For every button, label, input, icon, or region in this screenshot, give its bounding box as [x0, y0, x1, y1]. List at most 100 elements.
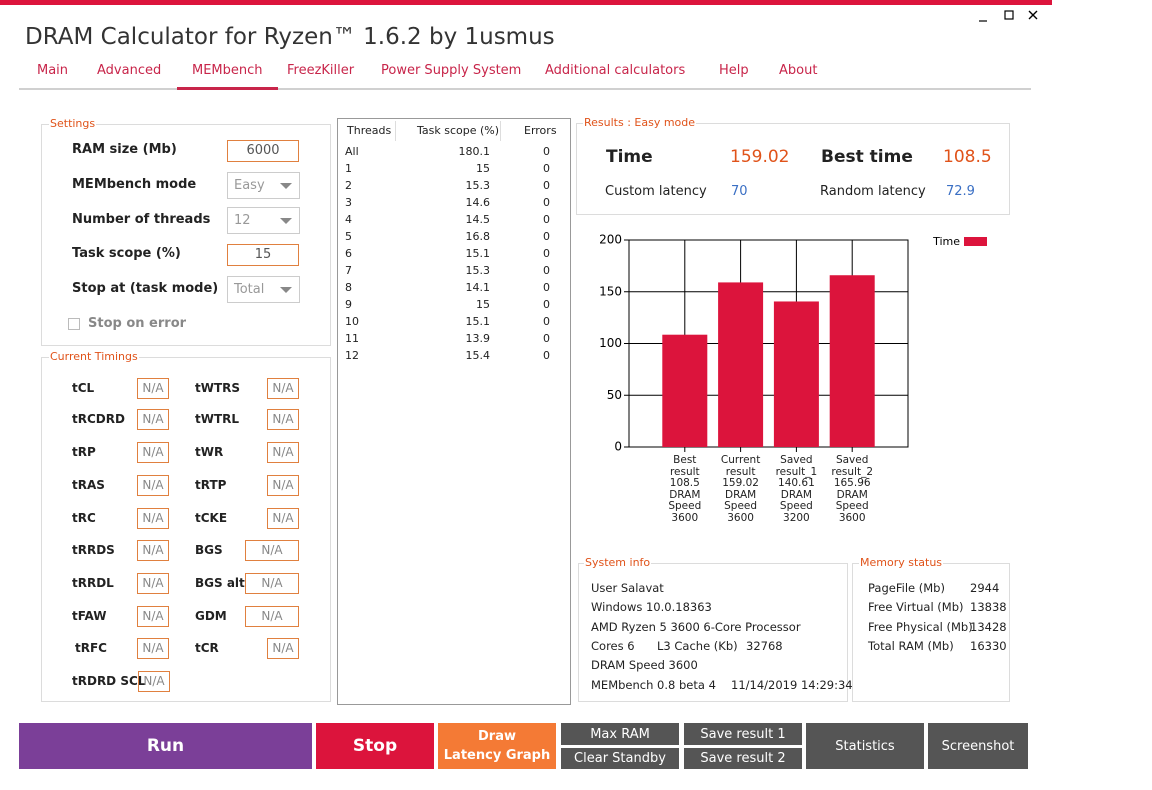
system-info-group [578, 563, 848, 702]
memory-label: Free Virtual (Mb) [868, 600, 964, 615]
cell: 3 [345, 196, 352, 209]
tab[interactable]: FreezKiller [287, 63, 355, 78]
timing-label: tRFC [75, 641, 107, 655]
cell: 15 [476, 162, 490, 175]
memory-value: 13428 [970, 619, 1007, 634]
button[interactable]: Stop [316, 723, 434, 769]
timing-label: tRCDRD [72, 412, 125, 426]
bar [829, 275, 875, 447]
memory-label: PageFile (Mb) [868, 581, 945, 595]
timing-box: N/A [245, 540, 299, 561]
checkbox[interactable] [68, 318, 80, 330]
tab[interactable]: About [779, 63, 818, 78]
info-cell: Cores 6 [591, 638, 635, 653]
timing-box: N/A [245, 606, 299, 627]
maximize[interactable] [1004, 10, 1014, 20]
top-bar [0, 0, 1052, 5]
field-label: RAM size (Mb) [72, 142, 177, 157]
tab[interactable]: Main [37, 63, 69, 78]
button[interactable]: Save result 2 [684, 748, 802, 769]
timing-box: N/A [137, 378, 169, 399]
timing-box: N/A [137, 606, 169, 627]
combo-arrow [280, 287, 292, 293]
field-label: Number of threads [72, 212, 211, 227]
bar [773, 301, 819, 447]
tab[interactable]: MEMbench [192, 63, 263, 78]
tab[interactable]: Power Supply System [381, 63, 522, 78]
tab[interactable]: Advanced [97, 63, 162, 78]
timing-box: N/A [267, 475, 299, 496]
timing-label: tCL [72, 381, 95, 395]
memory-value: 2944 [970, 581, 1000, 595]
cell: 6 [345, 247, 352, 260]
cell: 0 [543, 315, 550, 328]
cell: 14.1 [465, 281, 491, 294]
field-label: Task scope (%) [72, 246, 181, 261]
button[interactable]: Run [19, 723, 312, 769]
input-box[interactable]: 15 [227, 244, 299, 266]
column-separator [395, 121, 396, 141]
button[interactable]: Draw Latency Graph [438, 723, 556, 769]
x-tick-label: Saved result_2 165.96 DRAM Speed 3600 [831, 454, 873, 524]
combo-box[interactable]: 12 [227, 207, 300, 234]
memory-label: Free Physical (Mb) [868, 619, 973, 634]
tab[interactable]: Help [719, 63, 749, 78]
button[interactable]: Screenshot [928, 723, 1028, 769]
cell: 7 [345, 264, 352, 277]
timing-label: tRTP [195, 478, 227, 492]
button[interactable]: Clear Standby [561, 748, 679, 769]
cell: 5 [345, 230, 352, 243]
cell: 10 [345, 315, 359, 328]
group-title: Memory status [859, 556, 944, 569]
group-title: System info [584, 556, 652, 569]
cell: 2 [345, 179, 352, 192]
result-label: Custom latency [605, 184, 707, 199]
cell: 0 [543, 213, 550, 226]
timing-label: tCR [195, 641, 219, 655]
cell: 15 [476, 298, 490, 311]
info-cell: MEMbench 0.8 beta 4 [591, 677, 716, 692]
info-cell: AMD Ryzen 5 3600 6-Core Processor [591, 619, 801, 634]
input-box[interactable]: 6000 [227, 140, 299, 162]
timing-label: tRAS [72, 478, 105, 492]
close[interactable] [1028, 10, 1038, 20]
cell: 0 [543, 162, 550, 175]
bar [662, 334, 708, 447]
cell: 14.5 [465, 213, 491, 226]
window-controls[interactable] [970, 6, 1050, 26]
cell: 0 [543, 332, 550, 345]
combo-box[interactable]: Easy [227, 172, 300, 199]
y-tick-label: 200 [599, 233, 622, 247]
timing-box: N/A [137, 475, 169, 496]
info-cell: 11/14/2019 14:29:34 [731, 677, 853, 692]
x-tick-label: Current result 159.02 DRAM Speed 3600 [720, 454, 761, 524]
tab[interactable]: Additional calculators [545, 63, 686, 78]
timing-box: N/A [137, 638, 169, 659]
timing-box: N/A [137, 573, 169, 594]
info-cell: Windows 10.0.18363 [591, 600, 712, 615]
cell: 15.3 [465, 264, 491, 277]
cell: 0 [543, 349, 550, 362]
cell: 15.1 [465, 315, 491, 328]
cell: 0 [543, 264, 550, 277]
timing-label: tRRDS [72, 543, 115, 557]
memory-value: 13838 [970, 600, 1007, 615]
timing-box: N/A [137, 540, 169, 561]
legend-label: Time [932, 235, 960, 248]
timing-label: tRP [72, 445, 96, 459]
settings-group [41, 124, 331, 346]
x-tick-label: Best result 108.5 DRAM Speed 3600 [668, 454, 702, 524]
button[interactable]: Save result 1 [684, 723, 802, 745]
group-title: Results : Easy mode [583, 116, 697, 129]
cell: 0 [543, 145, 550, 158]
timing-label: tRC [72, 511, 96, 525]
results-group [576, 123, 1010, 215]
info-cell: User Salavat [591, 581, 664, 595]
timing-box: N/A [137, 409, 169, 430]
cell: 11 [345, 332, 359, 345]
combo-box[interactable]: Total [227, 276, 300, 303]
button[interactable]: Statistics [806, 723, 924, 769]
timing-label: tFAW [72, 609, 107, 623]
button[interactable]: Max RAM [561, 723, 679, 745]
